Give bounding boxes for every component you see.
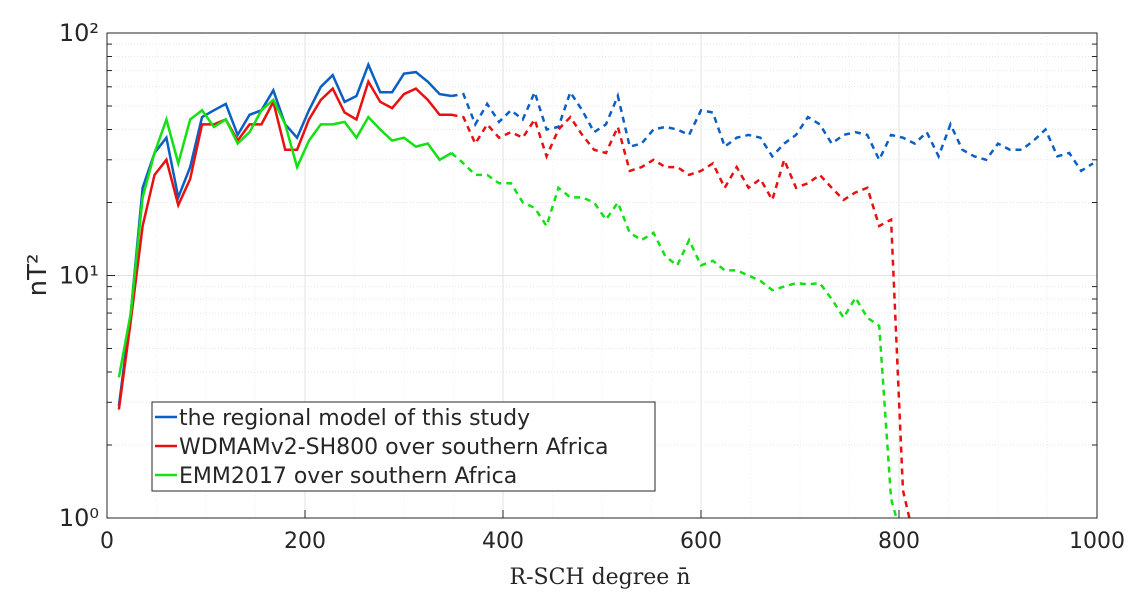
x-tick-label: 800 xyxy=(878,529,920,554)
x-tick-label: 1000 xyxy=(1069,529,1125,554)
x-tick-label: 0 xyxy=(100,529,114,554)
y-axis-label: nT² xyxy=(23,254,53,297)
legend-label: the regional model of this study xyxy=(179,406,530,431)
series-line xyxy=(117,61,452,407)
x-axis-label: R-SCH degree n̄ xyxy=(510,565,691,590)
legend-box xyxy=(151,401,656,492)
series-line xyxy=(451,88,1094,173)
legend-label: WDMAMv2-SH800 over southern Africa xyxy=(179,435,609,460)
series-line xyxy=(117,97,453,378)
legend-label: EMM2017 over southern Africa xyxy=(179,464,517,489)
y-tick-label: 10¹ xyxy=(59,262,99,290)
y-tick-label: 10² xyxy=(59,19,99,47)
y-tick-label: 10⁰ xyxy=(59,504,99,532)
series-line xyxy=(117,78,452,410)
series-line xyxy=(451,113,911,518)
plot-area xyxy=(117,61,1094,518)
x-tick-label: 200 xyxy=(284,529,326,554)
plot-frame xyxy=(106,32,1098,519)
x-tick-label: 600 xyxy=(680,529,722,554)
x-tick-label: 400 xyxy=(482,529,524,554)
series-line xyxy=(450,152,898,518)
